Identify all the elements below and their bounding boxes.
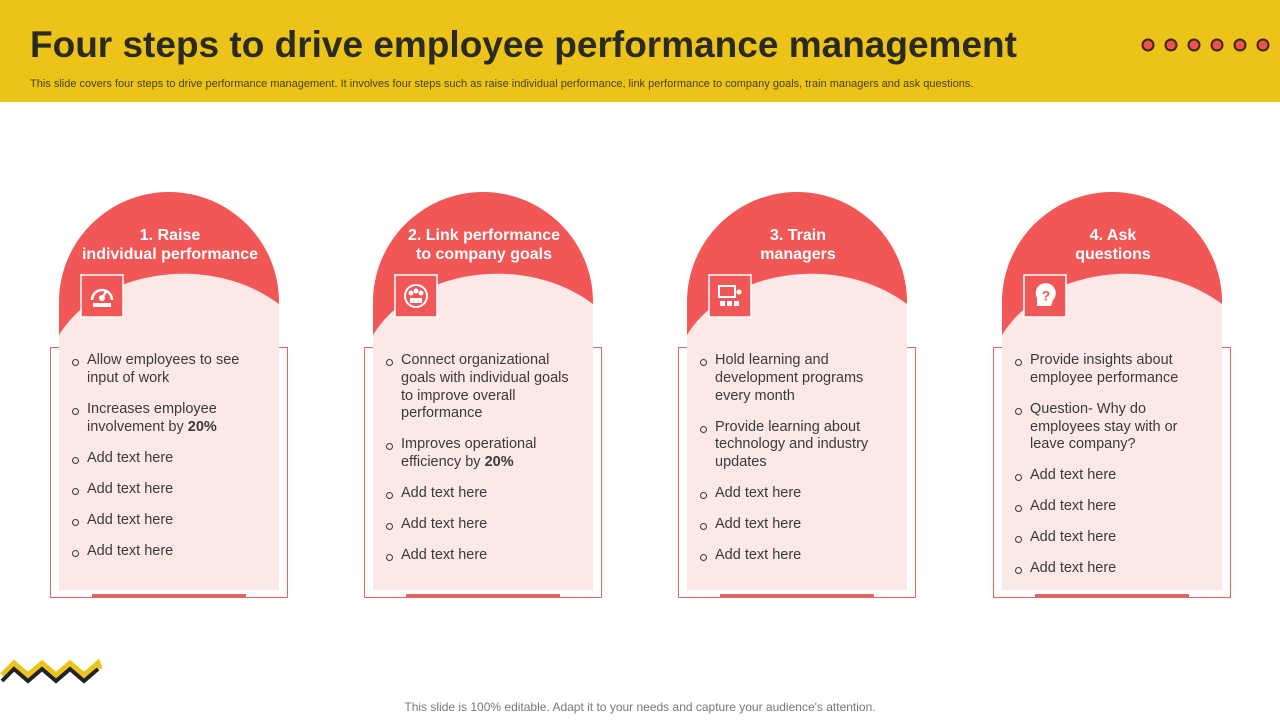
bullet-text: Connect organizational goals with indivi…	[401, 352, 569, 422]
bullet-text: Allow employees to see input of work	[87, 352, 240, 386]
bullet-item: Add text here	[1015, 498, 1200, 516]
bullet-text: Question- Why do employees stay with or …	[1030, 400, 1178, 453]
card-title: 3. Train managers	[688, 226, 908, 264]
bullet-item: Add text here	[700, 547, 885, 565]
card-title: 4. Ask questions	[1003, 226, 1223, 264]
step-card: 3. Train managers Hold learning and develo…	[678, 190, 918, 602]
bullet-text: Add text here	[87, 480, 174, 497]
bullet-text: Add text here	[401, 485, 488, 502]
card-title-line: questions	[1075, 246, 1151, 263]
bullet-item: Add text here	[700, 485, 885, 503]
step-card: ? 4. Ask questions Provide insights about …	[993, 190, 1233, 602]
bullet-text: Add text here	[87, 449, 174, 466]
bullet-item: Allow employees to see input of work	[72, 352, 257, 388]
bullet-text: Add text here	[1030, 467, 1117, 484]
bullet-text: Hold learning and development programs e…	[715, 352, 864, 404]
card-shape: ?	[993, 192, 1231, 598]
bullet-text: Add text here	[715, 485, 802, 502]
bullet-text: Provide learning about technology and in…	[715, 418, 869, 471]
card-title-line: 4. Ask	[1089, 227, 1137, 244]
slide-subtitle: This slide covers four steps to drive pe…	[30, 78, 974, 90]
bullet-text: Add text here	[1030, 529, 1117, 546]
svg-text:?: ?	[1042, 288, 1051, 304]
bullet-text: Add text here	[401, 516, 488, 533]
bullet-item: Increases employee involvement by 20%	[72, 401, 257, 437]
bullet-item: Add text here	[72, 512, 257, 530]
card-title-line: 1. Raise	[139, 227, 201, 244]
step-card: 1. Raise individual performance Allow empl…	[50, 190, 290, 602]
bullet-list: Allow employees to see input of work Incr…	[72, 352, 257, 574]
card-title-line: to company goals	[415, 246, 553, 263]
bullet-item: Add text here	[1015, 529, 1200, 547]
card-title-line: managers	[760, 246, 836, 263]
bullet-item: Hold learning and development programs e…	[700, 352, 885, 405]
decor-zigzag	[0, 658, 103, 684]
bullet-list: Hold learning and development programs e…	[700, 352, 885, 578]
bullet-text: Improves operational efficiency by	[401, 436, 537, 471]
bullet-item: Add text here	[72, 543, 257, 561]
card-title: 1. Raise individual performance	[60, 226, 280, 264]
bullet-text: Provide insights about employee performa…	[1030, 352, 1179, 386]
bullet-item: Add text here	[1015, 467, 1200, 485]
bullet-item: Connect organizational goals with indivi…	[386, 352, 571, 423]
bullet-emphasis: 20%	[484, 454, 514, 471]
bullet-text: Add text here	[1030, 498, 1117, 515]
bullet-item: Add text here	[386, 516, 571, 534]
decor-dots	[1141, 38, 1270, 52]
bullet-item: Improves operational efficiency by 20%	[386, 436, 571, 472]
card-shape	[50, 192, 288, 598]
bullet-list: Provide insights about employee performa…	[1015, 352, 1200, 591]
footer-note: This slide is 100% editable. Adapt it to…	[404, 700, 876, 714]
bullet-item: Add text here	[1015, 560, 1200, 578]
card-title: 2. Link performance to company goals	[374, 226, 594, 264]
bullet-item: Question- Why do employees stay with or …	[1015, 401, 1200, 454]
card-title-line: individual performance	[81, 246, 259, 263]
bullet-item: Provide learning about technology and in…	[700, 419, 885, 472]
bullet-text: Add text here	[1030, 560, 1117, 577]
bullet-item: Add text here	[700, 516, 885, 534]
bullet-text: Add text here	[87, 511, 174, 528]
bullet-text: Add text here	[401, 547, 488, 564]
bullet-item: Add text here	[72, 481, 257, 499]
bullet-text: Add text here	[715, 547, 802, 564]
bullet-item: Provide insights about employee performa…	[1015, 352, 1200, 388]
bullet-emphasis: 20%	[187, 418, 217, 435]
card-shape	[364, 192, 602, 598]
slide-title: Four steps to drive employee performance…	[30, 24, 1017, 65]
bullet-text: Increases employee involvement by	[87, 400, 217, 435]
card-shape	[678, 192, 916, 598]
header-band: Four steps to drive employee performance…	[0, 0, 1280, 102]
bullet-item: Add text here	[72, 450, 257, 468]
bullet-list: Connect organizational goals with indivi…	[386, 352, 571, 578]
step-card: 2. Link performance to company goals Conne…	[364, 190, 604, 602]
bullet-item: Add text here	[386, 485, 571, 503]
card-title-line: 3. Train	[769, 227, 827, 244]
card-title-line: 2. Link performance	[407, 227, 561, 244]
bullet-text: Add text here	[87, 542, 174, 559]
bullet-item: Add text here	[386, 547, 571, 565]
bullet-text: Add text here	[715, 516, 802, 533]
